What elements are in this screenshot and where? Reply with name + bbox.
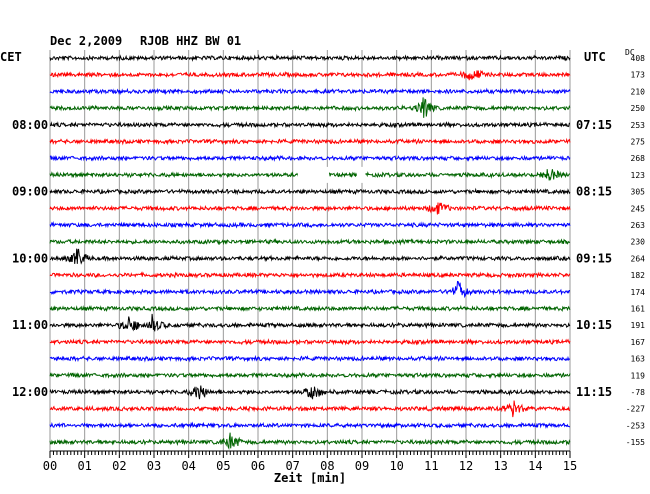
dc-offset-label: 230 (631, 238, 646, 247)
trace-row-3 (49, 97, 571, 118)
trace-row-10 (49, 220, 571, 229)
x-tick-label: 06 (251, 459, 265, 473)
dc-offset-label: 253 (631, 121, 646, 130)
dc-offset-label: -253 (626, 421, 645, 430)
dc-offset-label: 123 (631, 171, 646, 180)
right-time-label: 11:15 (576, 385, 612, 399)
dc-offset-label: 210 (631, 87, 646, 96)
dc-offset-label: 305 (631, 188, 646, 197)
left-timezone-label: CET (0, 50, 22, 64)
right-timezone-label: UTC (584, 50, 606, 64)
x-tick-label: 07 (285, 459, 299, 473)
x-tick-label: 01 (77, 459, 91, 473)
dc-offset-label: 167 (631, 338, 646, 347)
dc-offset-label: -78 (631, 388, 646, 397)
data-gap (356, 166, 366, 183)
dc-offset-label: 161 (631, 305, 646, 314)
dc-offset-label: 191 (631, 321, 646, 330)
x-tick-label: 13 (493, 459, 507, 473)
x-tick-label: 14 (528, 459, 542, 473)
x-tick-label: 04 (181, 459, 195, 473)
x-tick-label: 15 (563, 459, 577, 473)
dc-offset-label: 268 (631, 154, 646, 163)
dc-offset-label: 250 (631, 104, 646, 113)
data-gap (297, 166, 330, 183)
x-tick-label: 02 (112, 459, 126, 473)
dc-offset-label: 275 (631, 138, 646, 147)
left-time-label: 12:00 (12, 385, 48, 399)
trace-row-1 (49, 69, 571, 81)
trace-row-5 (49, 137, 571, 146)
left-time-label: 08:00 (12, 118, 48, 132)
trace-row-23 (49, 432, 571, 450)
data-gaps (297, 166, 366, 183)
trace-row-16 (49, 313, 571, 332)
dc-offset-label: 182 (631, 271, 646, 280)
dc-offset-label: 173 (631, 71, 646, 80)
trace-row-18 (49, 354, 571, 363)
minute-gridlines (49, 50, 571, 451)
trace-row-12 (49, 248, 571, 265)
trace-row-15 (49, 304, 571, 313)
x-axis: 00 01 02 03 04 05 06 07 08 09 10 11 12 13 14 15 (43, 450, 577, 473)
header-station: RJOB HHZ BW 01 (140, 34, 241, 48)
right-time-label: 10:15 (576, 318, 612, 332)
x-tick-label: 09 (355, 459, 369, 473)
dc-offset-label: 119 (631, 371, 646, 380)
x-tick-label: 12 (459, 459, 473, 473)
dc-offset-label: 408 (631, 54, 646, 63)
header-date: Dec 2,2009 (50, 34, 122, 48)
left-time-label: 09:00 (12, 185, 48, 199)
x-tick-label: 10 (389, 459, 403, 473)
trace-row-13 (49, 271, 571, 279)
x-tick-label: 08 (320, 459, 334, 473)
left-time-label: 10:00 (12, 251, 48, 265)
dc-offset-label: 174 (631, 288, 646, 297)
right-time-label: 09:15 (576, 251, 612, 265)
dc-offset-label: 163 (631, 355, 646, 364)
trace-row-8 (49, 187, 571, 196)
trace-row-11 (49, 238, 571, 246)
right-time-label: 07:15 (576, 118, 612, 132)
trace-row-20 (49, 385, 571, 400)
dc-offset-label: 263 (631, 221, 646, 230)
trace-row-2 (49, 87, 571, 96)
time-labels: 08:00 07:15 09:00 08:15 10:00 09:15 11:00 10:15… (12, 54, 645, 447)
left-time-label: 11:00 (12, 318, 48, 332)
right-time-label: 08:15 (576, 185, 612, 199)
trace-row-6 (49, 154, 571, 162)
dc-header-label: DC (625, 48, 635, 57)
x-tick-label: 05 (216, 459, 230, 473)
trace-row-19 (49, 371, 571, 379)
trace-row-22 (49, 421, 570, 430)
dc-offset-label: 245 (631, 204, 646, 213)
x-axis-title: Zeit [min] (274, 471, 346, 485)
trace-row-0 (49, 53, 571, 62)
trace-row-14 (49, 280, 570, 299)
x-tick-label: 11 (424, 459, 438, 473)
dc-offset-label: -227 (626, 405, 645, 414)
dc-offset-label: -155 (626, 438, 645, 447)
trace-row-9 (49, 202, 571, 215)
trace-row-21 (49, 400, 571, 418)
trace-row-4 (49, 121, 570, 129)
dc-offset-label: 264 (631, 254, 646, 263)
seismic-traces (49, 53, 571, 450)
x-tick-label: 03 (147, 459, 161, 473)
x-tick-label: 00 (43, 459, 57, 473)
trace-row-17 (49, 338, 571, 346)
